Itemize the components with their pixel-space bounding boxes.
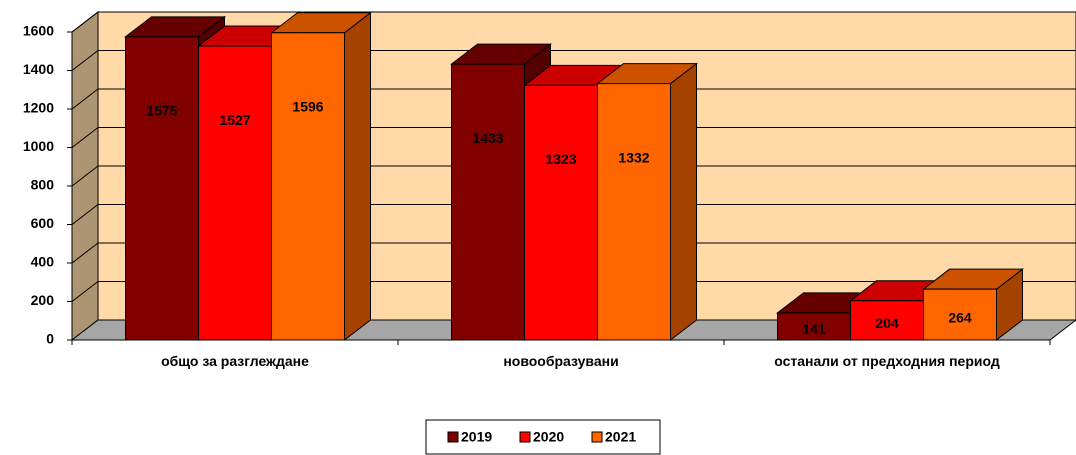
grid-line — [71, 204, 99, 225]
data-label: 1596 — [292, 98, 323, 114]
data-label: 204 — [875, 315, 899, 331]
y-tick-label: 1000 — [23, 138, 54, 154]
bar — [451, 63, 525, 341]
bar — [777, 312, 851, 341]
x-label-box: общо за разглеждане — [161, 353, 309, 369]
x-label-box: новообразувани — [503, 353, 619, 369]
y-tick-label: 1600 — [23, 23, 54, 39]
y-tick-label: 1200 — [23, 100, 54, 116]
grid-line — [71, 88, 99, 110]
bar — [923, 288, 997, 341]
x-tick-label: останали от предходния период — [774, 353, 1000, 369]
y-tick-label: 800 — [31, 177, 55, 193]
data-label: 1527 — [219, 112, 250, 128]
data-label: 1332 — [618, 149, 649, 165]
data-label: 1433 — [472, 130, 503, 146]
grid-line — [71, 50, 99, 71]
legend-label: 2021 — [605, 429, 636, 445]
y-tick-label: 1400 — [23, 61, 54, 77]
y-tick-label: 200 — [31, 292, 55, 308]
legend-swatch — [591, 431, 603, 443]
legend-swatch — [519, 431, 531, 443]
legend — [425, 419, 661, 455]
x-tick-label: общо за разглеждане — [161, 353, 309, 369]
x-label-box: останали от предходния период — [774, 353, 1000, 369]
bar — [125, 36, 199, 341]
y-tick-label: 600 — [31, 215, 55, 231]
data-label: 264 — [948, 309, 972, 325]
data-label: 1575 — [146, 103, 177, 119]
grid-line — [71, 11, 99, 33]
grid-line — [71, 242, 99, 264]
grid-line — [71, 127, 99, 148]
legend-swatch — [447, 431, 459, 443]
bar — [198, 45, 272, 341]
bar-side — [670, 62, 697, 342]
data-label: 1323 — [545, 151, 576, 167]
grid-line — [71, 281, 99, 302]
bar-side — [344, 11, 371, 342]
legend-label: 2020 — [533, 429, 564, 445]
bar — [271, 32, 345, 341]
data-label: 141 — [802, 321, 826, 337]
y-tick-label: 0 — [46, 331, 54, 347]
grid-line — [71, 165, 99, 187]
x-tick-label: новообразувани — [503, 353, 619, 369]
y-tick-label: 400 — [31, 254, 55, 270]
bar — [850, 300, 924, 341]
legend-label: 2019 — [461, 429, 492, 445]
bar — [597, 83, 671, 341]
bar — [524, 84, 598, 341]
